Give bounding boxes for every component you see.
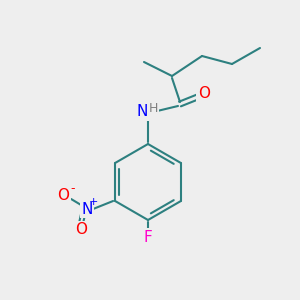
Text: O: O xyxy=(75,223,87,238)
Text: H: H xyxy=(148,103,158,116)
Text: F: F xyxy=(144,230,152,244)
Text: O: O xyxy=(57,188,69,202)
Text: N: N xyxy=(136,104,148,119)
Text: O: O xyxy=(198,86,210,101)
Text: -: - xyxy=(71,182,75,196)
Text: +: + xyxy=(88,197,98,207)
Text: N: N xyxy=(81,202,93,217)
